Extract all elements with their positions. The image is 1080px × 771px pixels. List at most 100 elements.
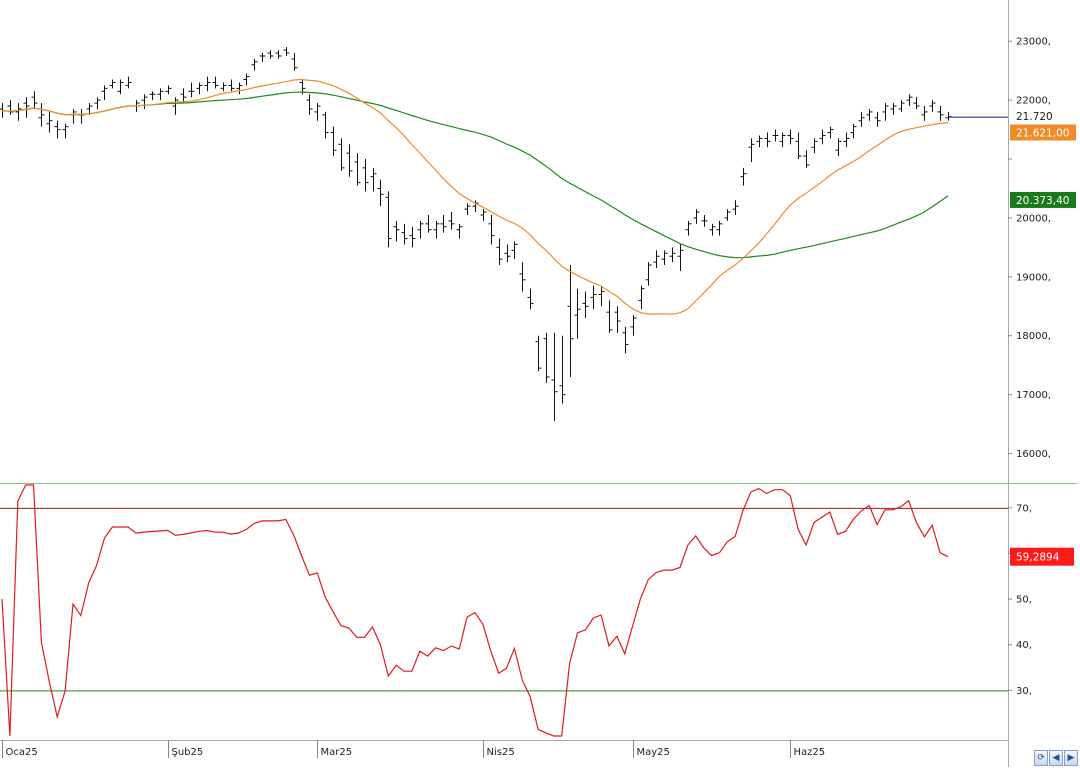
price-tick-label: 19000,: [1016, 272, 1051, 283]
ma-slow-tag-bg: [1010, 191, 1076, 208]
ohlc-bar: [527, 288, 534, 310]
ohlc-bar: [551, 332, 558, 422]
rsi-tick-label: 50,: [1016, 595, 1032, 606]
ohlc-bar: [212, 76, 219, 89]
ohlc-bar: [756, 135, 763, 148]
ohlc-bar: [306, 94, 313, 115]
ohlc-bar: [606, 300, 613, 333]
ohlc-bar: [157, 88, 164, 101]
ma-fast-line: [1, 78, 949, 315]
rsi-tag: 59,2894: [1010, 547, 1074, 566]
ohlc-bar: [709, 223, 716, 236]
ohlc-bar: [31, 91, 38, 109]
ohlc-bar: [385, 191, 392, 248]
ohlc-bar: [693, 209, 700, 224]
ohlc-bar: [117, 79, 124, 95]
ohlc-bar: [890, 103, 897, 115]
ohlc-bar: [511, 241, 518, 260]
ohlc-bar: [409, 226, 416, 248]
ohlc-bar: [433, 220, 440, 239]
ohlc-bar: [724, 209, 731, 221]
ohlc-bar: [125, 76, 132, 89]
ohlc-bar: [267, 50, 274, 59]
ma-fast-tag: 21.621,00: [1010, 124, 1076, 141]
price-tick-label: 16000,: [1016, 449, 1051, 460]
ohlc-bar: [283, 47, 290, 56]
ohlc-bar: [7, 100, 14, 115]
ohlc-bar: [504, 244, 511, 263]
refresh-icon[interactable]: ⟳: [1034, 750, 1048, 766]
price-tick-label: 23000,: [1016, 37, 1051, 48]
ohlc-bar: [196, 82, 203, 95]
ma-slow-tag-label: 20.373,40: [1016, 195, 1069, 207]
ohlc-bar: [101, 85, 108, 101]
price-tick-label: 18000,: [1016, 331, 1051, 342]
ohlc-bar: [519, 262, 526, 292]
ohlc-bar: [701, 214, 708, 227]
price-tick-label: 22000,: [1016, 96, 1051, 107]
ohlc-bar: [543, 332, 550, 383]
ohlc-bar: [614, 306, 621, 333]
ohlc-bar: [850, 123, 857, 139]
ohlc-bar: [772, 129, 779, 142]
ohlc-bar: [377, 179, 384, 207]
rsi-tag-label: 59,2894: [1016, 552, 1060, 564]
ohlc-bar: [243, 73, 250, 86]
ohlc-bar: [338, 138, 345, 171]
scroll-right-icon[interactable]: ▶: [1064, 750, 1078, 766]
x-tick-label: Nis25: [487, 747, 515, 758]
rsi-tag-bg: [1010, 547, 1074, 566]
ohlc-bar: [559, 335, 566, 404]
ohlc-bar: [370, 167, 377, 192]
ohlc-bar: [795, 132, 802, 160]
ohlc-bar: [149, 91, 156, 101]
ohlc-bar: [141, 94, 148, 109]
ohlc-bar: [779, 132, 786, 148]
ohlc-bar: [921, 106, 928, 121]
ohlc-bar: [362, 159, 369, 192]
ohlc-bar: [109, 79, 116, 89]
ohlc-bar: [811, 138, 818, 154]
ohlc-bar: [346, 144, 353, 177]
ohlc-bar: [740, 167, 747, 186]
ohlc-bar: [661, 250, 668, 266]
ohlc-bar: [15, 103, 22, 121]
ma-slow-tag: 20.373,40: [1010, 191, 1076, 208]
x-tick-label: Oca25: [6, 747, 38, 758]
ohlc-bar: [480, 209, 487, 221]
ohlc-bar: [322, 111, 329, 139]
ohlc-bar: [425, 214, 432, 233]
scroll-left-icon[interactable]: ◀: [1049, 750, 1063, 766]
ohlc-bar: [827, 126, 834, 139]
ohlc-bar: [638, 285, 645, 310]
price-tick-label: 17000,: [1016, 390, 1051, 401]
ohlc-bar: [236, 82, 243, 95]
ohlc-bar: [874, 111, 881, 127]
ohlc-bar: [669, 247, 676, 263]
ohlc-bar: [835, 138, 842, 157]
rsi-tick-label: 30,: [1016, 686, 1032, 697]
ohlc-bar: [180, 88, 187, 104]
ohlc-bar: [929, 100, 936, 112]
ohlc-bar: [220, 82, 227, 92]
ohlc-bar: [204, 76, 211, 92]
ohlc-bar: [819, 129, 826, 145]
ohlc-bar: [259, 53, 266, 62]
x-tick-label: May25: [637, 747, 670, 758]
ohlc-bar: [456, 223, 463, 239]
ohlc-bar: [38, 103, 45, 127]
ohlc-bar: [275, 50, 282, 59]
last-price-label: 21.720: [1016, 111, 1053, 123]
ohlc-bar: [464, 203, 471, 215]
ohlc-bar: [535, 335, 542, 372]
ohlc-bar: [843, 132, 850, 148]
rsi-tick-label: 70,: [1016, 503, 1032, 514]
ohlc-bar: [393, 220, 400, 242]
price-tick-label: 20000,: [1016, 213, 1051, 224]
ohlc-bars: [0, 47, 952, 422]
ohlc-bar: [314, 103, 321, 121]
ohlc-bar: [645, 262, 652, 286]
ohlc-bar: [574, 288, 581, 339]
ohlc-bar: [567, 265, 574, 377]
